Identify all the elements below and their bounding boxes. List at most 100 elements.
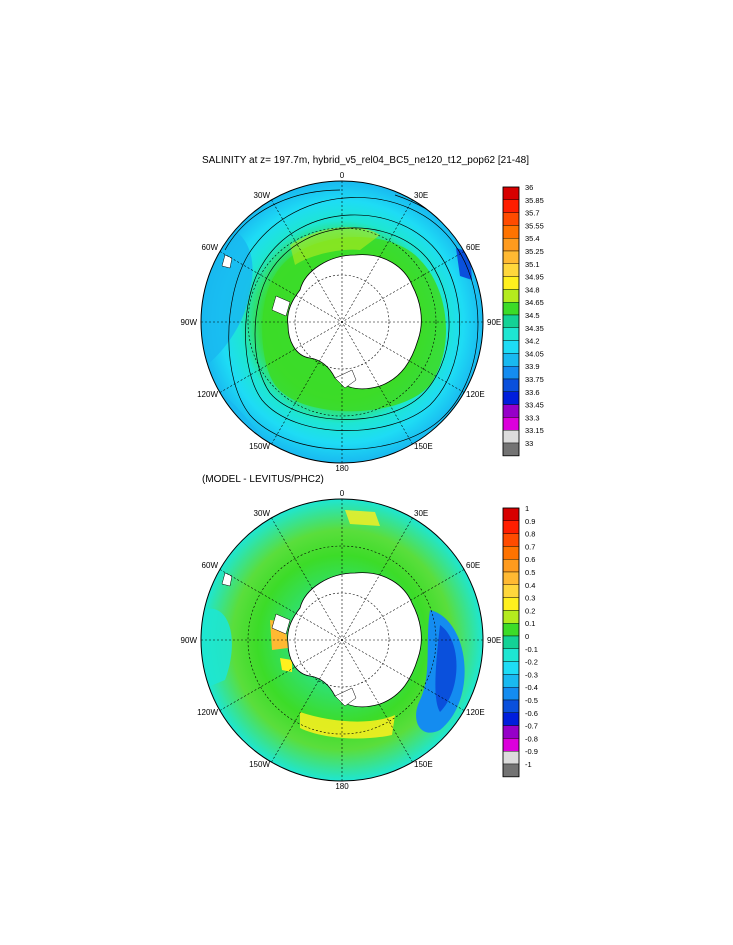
- colorbar-label: 35.25: [525, 247, 544, 256]
- colorbar-label: 34.05: [525, 349, 544, 358]
- colorbar-frame: [502, 507, 520, 778]
- colorbar-label: 34.2: [525, 337, 540, 346]
- panel-title: (MODEL - LEVITUS/PHC2): [202, 474, 324, 485]
- lon-label-60w: 60W: [202, 561, 219, 570]
- colorbar-label: 36: [525, 183, 533, 192]
- colorbar-label: 35.7: [525, 209, 540, 218]
- lon-label-180: 180: [335, 464, 349, 473]
- lon-label-0: 0: [340, 171, 345, 180]
- colorbar-label: 35.4: [525, 234, 540, 243]
- colorbar-swatch: [502, 712, 520, 726]
- colorbar-label: 35.85: [525, 196, 544, 205]
- colorbar-swatch: [502, 623, 520, 637]
- polar-map: 0 30E 60E 90E 120E 150E 180 150W 120W 90…: [181, 489, 502, 791]
- colorbar-label: 34.65: [525, 298, 544, 307]
- colorbar-label: -0.1: [525, 645, 538, 654]
- colorbar-swatch: [502, 571, 520, 586]
- panel-difference: (MODEL - LEVITUS/PHC2): [181, 474, 538, 791]
- colorbar-label: 1: [525, 504, 529, 513]
- colorbar-label: 0.1: [525, 619, 535, 628]
- colorbar-swatch: [502, 738, 520, 752]
- lon-label-30e: 30E: [414, 191, 428, 200]
- panel-title: SALINITY at z= 197.7m, hybrid_v5_rel04_B…: [202, 155, 529, 166]
- colorbar-label: -0.8: [525, 734, 538, 743]
- colorbar-swatch: [502, 442, 520, 457]
- colorbar-swatch: [502, 584, 520, 598]
- lon-label-90e: 90E: [487, 636, 501, 645]
- lon-label-60e: 60E: [466, 243, 480, 252]
- colorbar-swatch: [502, 353, 520, 367]
- colorbar-swatch: [502, 340, 520, 354]
- colorbar-swatch: [502, 610, 520, 624]
- colorbar-label: 34.5: [525, 311, 540, 320]
- colorbar-label: -0.6: [525, 709, 538, 718]
- lon-label-90w: 90W: [181, 636, 198, 645]
- colorbar-swatch: [502, 597, 520, 611]
- colorbar: 1 0.9 0.8 0.7 0.6 0.5 0.4 0.3 0.2 0.1 0 -0.1 -0.2 -0.…: [502, 504, 538, 778]
- colorbar-label: -1: [525, 760, 532, 769]
- colorbar-label: 0.4: [525, 581, 535, 590]
- lon-label-180: 180: [335, 782, 349, 791]
- colorbar-swatch: [502, 212, 520, 226]
- graticule: [201, 181, 483, 463]
- colorbar-label: -0.2: [525, 658, 538, 667]
- lon-label-150e: 150E: [414, 760, 433, 769]
- colorbar-label: 0.7: [525, 542, 535, 551]
- colorbar-swatch: [502, 391, 520, 405]
- colorbar-label: 0.9: [525, 517, 535, 526]
- colorbar-label: -0.7: [525, 722, 538, 731]
- colorbar-label: 33.6: [525, 388, 540, 397]
- colorbar-label: -0.4: [525, 683, 538, 692]
- colorbar-swatch: [502, 417, 520, 431]
- lon-label-30w: 30W: [254, 191, 271, 200]
- colorbar-label: 0.5: [525, 568, 535, 577]
- colorbar-label: 33.45: [525, 401, 544, 410]
- colorbar-frame: [502, 186, 520, 457]
- colorbar-swatch: [502, 366, 520, 380]
- lon-label-60e: 60E: [466, 561, 480, 570]
- colorbar-swatch: [502, 687, 520, 701]
- colorbar-swatch: [502, 430, 520, 444]
- colorbar-swatch: [502, 699, 520, 714]
- lon-label-120w: 120W: [197, 390, 218, 399]
- colorbar-swatch: [502, 635, 520, 650]
- colorbar-swatch: [502, 763, 520, 778]
- colorbar-swatch: [502, 276, 520, 290]
- colorbar-swatch: [502, 302, 520, 316]
- colorbar-swatch: [502, 237, 520, 252]
- lon-label-60w: 60W: [202, 243, 219, 252]
- lon-label-150w: 150W: [249, 760, 270, 769]
- colorbar-label: 0.2: [525, 606, 535, 615]
- colorbar-swatch: [502, 378, 520, 393]
- graticule: [201, 499, 483, 781]
- lon-label-30e: 30E: [414, 509, 428, 518]
- colorbar-label: 33: [525, 439, 533, 448]
- contour-lines: [224, 189, 479, 450]
- colorbar-swatch: [502, 314, 520, 329]
- colorbar-swatch: [502, 225, 520, 239]
- lon-label-90w: 90W: [181, 318, 198, 327]
- colorbar-label: 34.35: [525, 324, 544, 333]
- colorbar-swatch: [502, 725, 520, 739]
- lon-label-150w: 150W: [249, 442, 270, 451]
- panel-salinity: SALINITY at z= 197.7m, hybrid_v5_rel04_B…: [181, 155, 544, 473]
- colorbar-swatch: [502, 263, 520, 277]
- colorbar-label: 33.3: [525, 413, 540, 422]
- colorbar-swatch: [502, 327, 520, 341]
- colorbar-swatch: [502, 404, 520, 418]
- colorbar-label: 0.6: [525, 555, 535, 564]
- colorbar-swatch: [502, 199, 520, 213]
- colorbar-swatch: [502, 520, 520, 534]
- colorbar-label: 35.55: [525, 221, 544, 230]
- colorbar-swatch: [502, 674, 520, 688]
- colorbar-label: 34.95: [525, 273, 544, 282]
- colorbar-swatch: [502, 559, 520, 573]
- colorbar-swatch: [502, 507, 520, 522]
- colorbar-swatch: [502, 186, 520, 201]
- lon-label-120e: 120E: [466, 708, 485, 717]
- colorbar-label: 0: [525, 632, 529, 641]
- lon-label-150e: 150E: [414, 442, 433, 451]
- lon-labels: 0 30E 60E 90E 120E 150E 180 150W 120W 90…: [181, 171, 502, 473]
- colorbar-swatch: [502, 648, 520, 662]
